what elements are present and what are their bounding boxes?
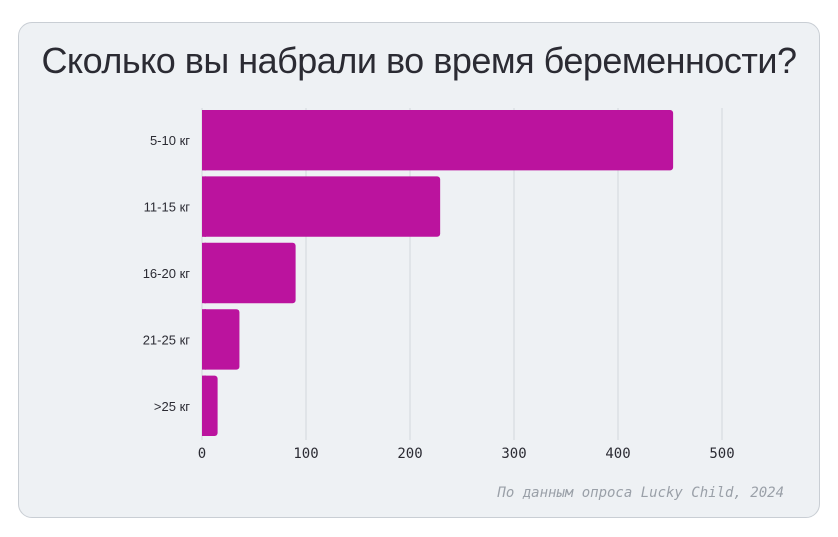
category-label: >25 кг bbox=[154, 399, 190, 414]
category-label: 11-15 кг bbox=[144, 200, 191, 215]
bar bbox=[202, 242, 296, 304]
x-tick-label: 300 bbox=[501, 446, 526, 462]
category-label: 21-25 кг bbox=[143, 332, 191, 347]
bar-edge bbox=[202, 176, 206, 237]
x-tick-labels: 0 100 200 300 400 500 bbox=[198, 446, 735, 462]
bar bbox=[202, 176, 441, 237]
bar-edge bbox=[202, 309, 206, 370]
chart-title: Сколько вы набрали во время беременности… bbox=[41, 40, 797, 81]
bar bbox=[202, 110, 674, 171]
x-tick-label: 200 bbox=[397, 446, 422, 462]
category-label: 16-20 кг bbox=[143, 266, 191, 281]
category-labels: 5-10 кг 11-15 кг 16-20 кг 21-25 кг >25 кг bbox=[143, 133, 191, 414]
bar-edge bbox=[202, 375, 206, 436]
bar bbox=[202, 309, 240, 370]
bar-edge bbox=[202, 242, 206, 304]
x-tick-label: 100 bbox=[293, 446, 318, 462]
chart-card bbox=[18, 22, 820, 518]
x-tick-label: 400 bbox=[605, 446, 630, 462]
bar-edge bbox=[202, 110, 206, 171]
x-tick-label: 500 bbox=[709, 446, 734, 462]
bars bbox=[202, 110, 674, 436]
source-note: По данным опроса Lucky Child, 2024 bbox=[497, 485, 784, 501]
category-label: 5-10 кг bbox=[150, 133, 190, 148]
x-tick-label: 0 bbox=[198, 446, 206, 462]
